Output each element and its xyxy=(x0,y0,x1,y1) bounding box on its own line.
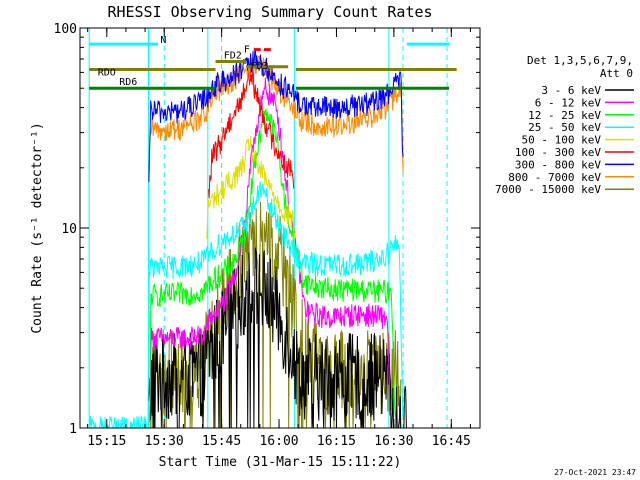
legend-header-line-2: Att 0 xyxy=(600,67,633,80)
x-tick-label: 15:30 xyxy=(145,434,184,449)
flag-label: F xyxy=(244,45,250,56)
flag-label: FD3 xyxy=(250,61,268,72)
legend-entry-label: 7000 - 15000 keV xyxy=(495,183,601,196)
flag-label: RDO xyxy=(98,67,116,78)
x-tick-label: 16:00 xyxy=(259,434,298,449)
series-line xyxy=(206,135,296,240)
series-line xyxy=(149,107,396,422)
series-line xyxy=(148,54,404,182)
footer-timestamp: 27-Oct-2021 23:47 xyxy=(554,468,636,477)
y-tick-label: 100 xyxy=(54,22,77,37)
y-axis-label: Count Rate (s⁻¹ detector⁻¹) xyxy=(30,122,45,333)
y-axis: 1 10 100 xyxy=(54,22,480,437)
flag-label: N xyxy=(160,35,166,46)
legend-entry-label: 800 - 7000 keV xyxy=(508,171,601,184)
series-line xyxy=(88,181,404,428)
flag-label: FD2 xyxy=(224,50,242,61)
series-line xyxy=(148,247,407,428)
x-tick-label: 16:15 xyxy=(317,434,356,449)
legend-entry-label: 100 - 300 keV xyxy=(515,146,601,159)
flag-label: RD6 xyxy=(119,77,137,88)
x-axis: 15:15 15:30 15:45 16:00 16:15 16:30 16:45 xyxy=(87,28,471,449)
series-line xyxy=(148,47,404,183)
legend-entry-label: 12 - 25 keV xyxy=(528,109,601,122)
x-tick-label: 15:15 xyxy=(87,434,126,449)
x-axis-label: Start Time (31-Mar-15 15:11:22) xyxy=(159,455,402,470)
series-line xyxy=(208,65,295,199)
legend-entry-label: 300 - 800 keV xyxy=(515,158,601,171)
x-tick-label: 16:30 xyxy=(374,434,413,449)
x-tick-label: 16:45 xyxy=(432,434,471,449)
y-tick-label: 1 xyxy=(69,422,77,437)
legend-entry-label: 50 - 100 keV xyxy=(522,134,602,147)
series-line xyxy=(149,77,391,423)
y-tick-label: 10 xyxy=(61,222,77,237)
legend-entry-label: 25 - 50 keV xyxy=(528,121,601,134)
legend-header-line-1: Det 1,3,5,6,7,9, xyxy=(527,54,633,67)
legend-entry-label: 6 - 12 keV xyxy=(535,96,602,109)
chart-title: RHESSI Observing Summary Count Rates xyxy=(107,3,432,21)
legend-entry-label: 3 - 6 keV xyxy=(541,84,601,97)
x-tick-label: 15:45 xyxy=(202,434,241,449)
